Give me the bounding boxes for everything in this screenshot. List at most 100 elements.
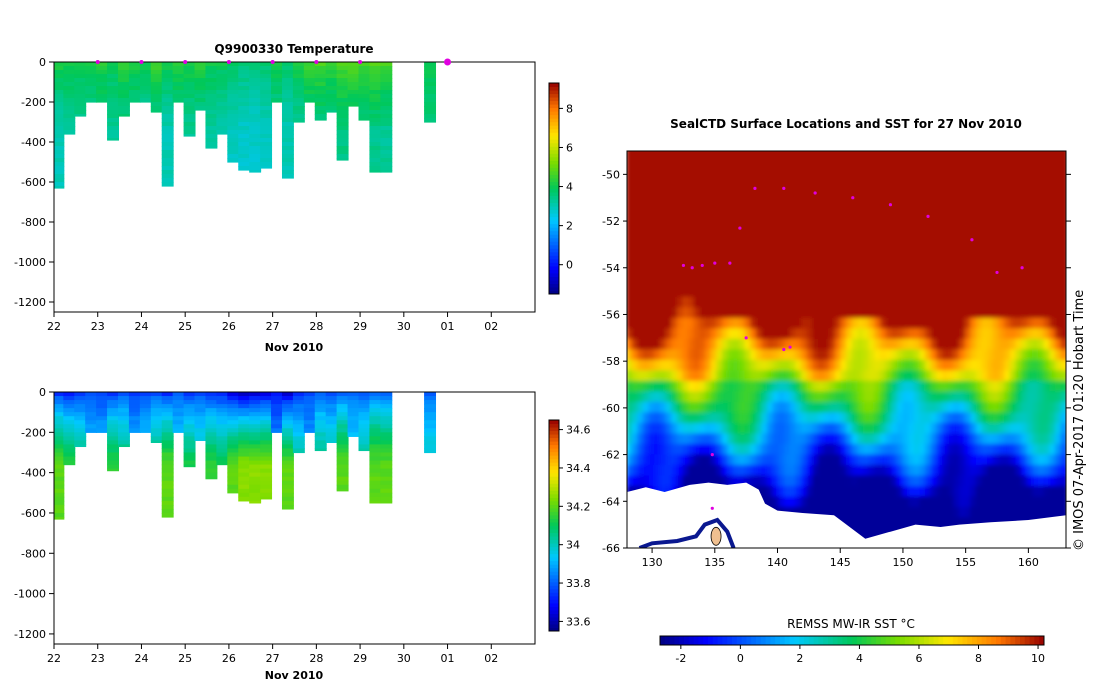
- temperature-cells: [54, 62, 437, 189]
- sst-cell: [992, 179, 1001, 192]
- profile-cell: [117, 428, 130, 433]
- colorbar-tick-label: 10: [1031, 652, 1045, 665]
- profile-cell: [380, 472, 393, 478]
- sst-cell: [631, 231, 640, 245]
- colorbar-segment: [549, 188, 559, 193]
- sst-cell: [627, 336, 634, 350]
- sst-cell: [665, 315, 674, 329]
- sst-cell: [1049, 494, 1057, 507]
- sst-cell: [795, 151, 803, 161]
- profile-cell: [249, 78, 262, 83]
- sst-cell: [699, 151, 708, 161]
- sst-cell: [1015, 273, 1024, 287]
- sst-cell: [834, 242, 843, 255]
- sst-cell: [1060, 357, 1066, 371]
- sst-cell: [767, 368, 775, 381]
- sst-cell: [738, 336, 747, 350]
- sst-cell: [846, 399, 854, 413]
- sst-cell: [637, 336, 645, 350]
- profile-cell: [96, 86, 109, 91]
- sst-cell: [992, 242, 1001, 255]
- sst-cell: [868, 305, 877, 318]
- sst-cell: [699, 462, 708, 476]
- sst-cell: [874, 494, 882, 507]
- profile-cell: [172, 78, 185, 83]
- profile-cell: [161, 504, 174, 510]
- sst-cell: [863, 242, 871, 255]
- sst-cell: [778, 399, 787, 413]
- sst-cell: [676, 168, 685, 182]
- sst-cell: [812, 336, 820, 350]
- sst-cell: [998, 200, 1007, 213]
- profile-cell: [358, 78, 371, 83]
- sst-cell: [772, 294, 781, 308]
- profile-cell: [139, 90, 152, 95]
- sst-cell: [879, 473, 888, 486]
- profile-cell: [314, 416, 327, 421]
- profile-cell: [172, 392, 185, 397]
- sst-cell: [789, 399, 798, 413]
- sst-cell: [992, 452, 1001, 465]
- sst-cell: [879, 347, 888, 360]
- profile-cell: [260, 476, 273, 482]
- sst-cell: [710, 210, 719, 224]
- sst-cell: [693, 399, 702, 413]
- sst-cell: [1032, 168, 1041, 182]
- sst-cell: [846, 158, 854, 171]
- profile-cell: [150, 106, 163, 111]
- sst-cell: [727, 431, 736, 444]
- sst-cell: [834, 210, 843, 224]
- profile-cell: [194, 396, 207, 401]
- sst-cell: [851, 284, 860, 297]
- sst-cell: [676, 420, 685, 434]
- sst-cell: [1032, 389, 1041, 402]
- sst-cell: [761, 168, 770, 182]
- sst-cell: [930, 326, 939, 339]
- sst-cell: [902, 189, 911, 203]
- sst-cell: [947, 158, 956, 171]
- lon-tick-label: 155: [955, 556, 976, 569]
- colorbar-segment: [943, 636, 949, 645]
- profile-cell: [205, 468, 218, 474]
- sst-cell: [1038, 263, 1046, 276]
- sst-cell: [817, 494, 826, 507]
- sst-cell: [1004, 151, 1012, 161]
- sst-cell: [863, 357, 871, 371]
- surface-markers: [95, 58, 452, 66]
- sst-cell: [767, 189, 775, 203]
- profile-cell: [128, 392, 141, 397]
- sst-cell: [1009, 389, 1018, 402]
- sst-cell: [942, 336, 950, 350]
- sst-cell: [913, 179, 922, 192]
- profile-cell: [260, 86, 273, 91]
- colorbar-segment: [549, 100, 559, 105]
- sst-cell: [642, 252, 651, 266]
- profile-cell: [325, 78, 338, 83]
- sst-cell: [1004, 168, 1012, 182]
- sst-cell: [671, 158, 679, 171]
- sst-cell: [817, 389, 826, 402]
- profile-cell: [227, 74, 240, 79]
- sst-cell: [1026, 158, 1035, 171]
- sst-cell: [750, 200, 758, 213]
- sst-cell: [738, 200, 747, 213]
- profile-cell: [74, 70, 87, 75]
- sst-cell: [767, 494, 775, 507]
- sst-cell: [908, 504, 916, 518]
- sst-cell: [676, 431, 685, 444]
- sst-cell: [1009, 252, 1018, 266]
- profile-cell: [358, 444, 371, 450]
- profile-cell: [227, 420, 240, 425]
- sst-cell: [1015, 151, 1024, 161]
- sst-cell: [710, 389, 719, 402]
- profile-cell: [54, 182, 65, 187]
- sst-cell: [721, 305, 730, 318]
- sst-cell: [665, 189, 674, 203]
- profile-cell: [249, 448, 262, 454]
- sst-cell: [642, 151, 651, 161]
- sst-cell: [654, 315, 662, 329]
- sst-cell: [750, 399, 758, 413]
- profile-cell: [117, 404, 130, 409]
- sst-cell: [665, 221, 674, 234]
